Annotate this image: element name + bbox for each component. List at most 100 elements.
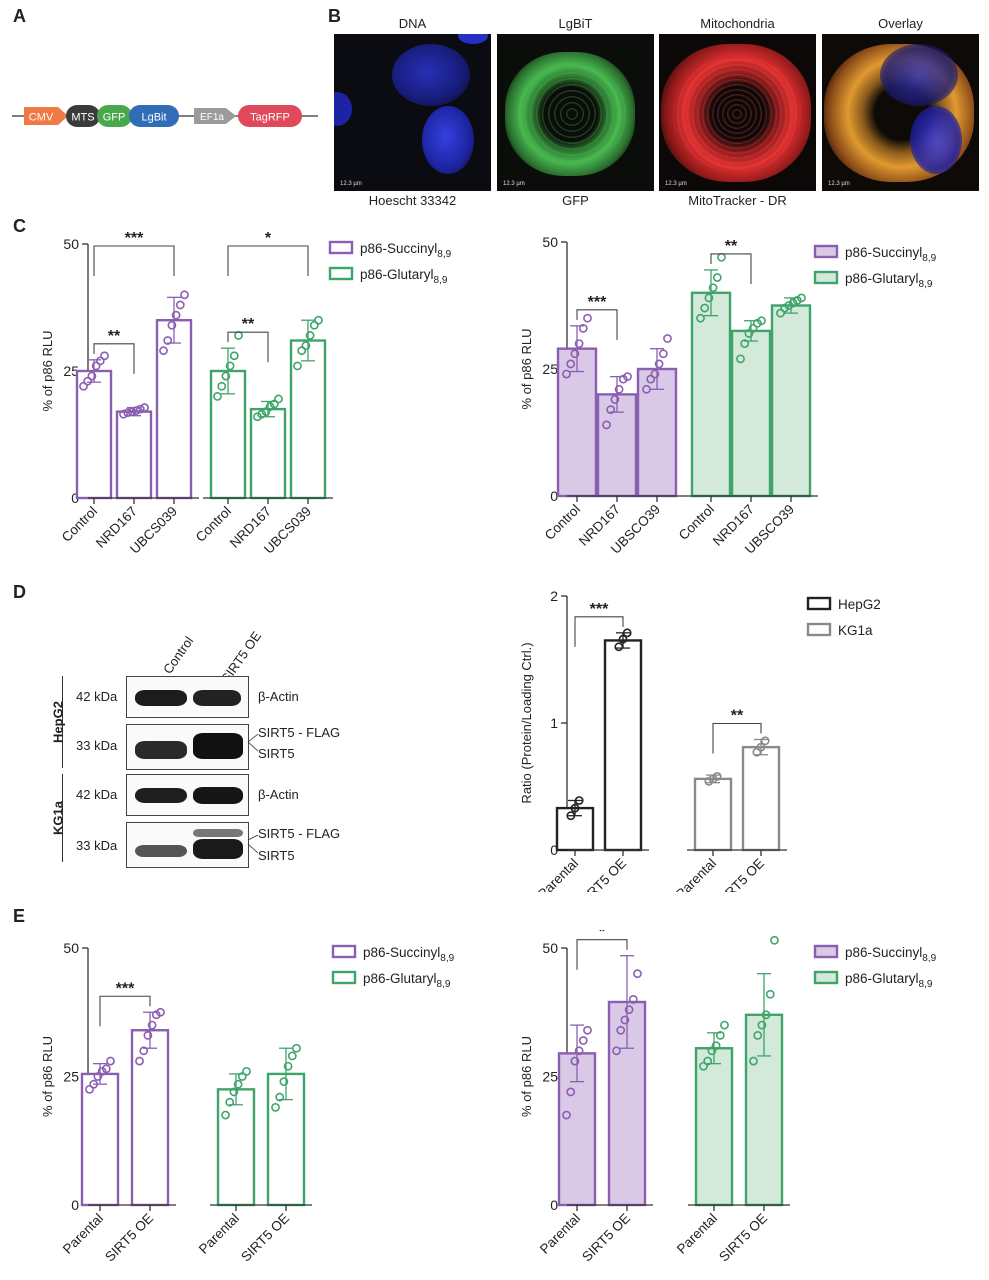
y-tick-label: 0 (550, 842, 558, 858)
data-point (271, 1102, 280, 1112)
legend-label: p86-Glutaryl8,9 (363, 971, 451, 990)
bar (741, 745, 781, 852)
legend-swatch (331, 944, 357, 959)
mic-sub-mitotracker: MitoTracker - DR (688, 193, 787, 208)
x-tick-label: Parental (60, 1211, 106, 1257)
data-point (628, 995, 638, 1004)
data-point (765, 989, 775, 999)
data-point (135, 404, 145, 414)
legend-label: p86-Succinyl8,9 (360, 241, 452, 260)
y-tick-label: 0 (550, 1197, 558, 1213)
legend-swatch (328, 240, 354, 255)
data-point (776, 308, 785, 318)
data-point (119, 409, 128, 419)
mic-sub-hoechst: Hoescht 33342 (368, 193, 457, 208)
data-point (650, 369, 660, 379)
hepg2-bracket (62, 676, 63, 768)
data-point (761, 1010, 771, 1020)
data-point (708, 283, 718, 293)
data-point (570, 349, 580, 359)
data-point (221, 1110, 230, 1120)
panel-label-c: C (13, 216, 26, 236)
data-point (744, 329, 754, 338)
significance-label: ** (242, 316, 255, 333)
data-point (127, 407, 137, 417)
panel-label-d: D (13, 582, 26, 602)
data-point (229, 1087, 239, 1097)
data-point (566, 1087, 576, 1097)
data-point (83, 376, 93, 386)
data-point (139, 1046, 149, 1056)
data-point (135, 1056, 144, 1066)
data-point (616, 1025, 626, 1035)
significance-label: *** (125, 230, 144, 247)
data-point (720, 1020, 729, 1030)
data-point (225, 1097, 235, 1107)
data-point (703, 1056, 713, 1066)
data-point (217, 381, 227, 391)
data-point (87, 371, 97, 381)
cell-line-hepg2: HepG2 (50, 701, 66, 743)
y-tick-label: 0 (550, 488, 558, 504)
x-tick-label: SIRT5 OE (575, 856, 629, 892)
data-point (602, 420, 611, 430)
mic-sub-gfp: GFP (562, 193, 589, 208)
data-point (274, 394, 283, 404)
significance-label: *** (116, 980, 135, 997)
data-point (171, 310, 181, 320)
data-point (749, 1056, 758, 1066)
data-point (213, 391, 222, 401)
data-point (752, 747, 762, 757)
x-tick-label: SIRT5 OE (713, 856, 767, 892)
panel-label-b: B (328, 6, 341, 26)
micrograph-dna: 12.3 µm (334, 34, 491, 191)
data-point (574, 1046, 584, 1056)
legend-swatch (331, 970, 357, 985)
data-point (712, 771, 722, 781)
data-point (606, 405, 616, 415)
data-point (712, 273, 722, 282)
bar (115, 410, 153, 500)
y-tick-label: 50 (542, 940, 558, 956)
mic-title-mito: Mitochondria (700, 16, 775, 31)
data-point (233, 1079, 243, 1089)
significance-label: * (599, 930, 606, 941)
data-point (566, 359, 576, 369)
legend-label: p86-Glutaryl8,9 (845, 971, 933, 990)
legend-swatch (813, 970, 839, 985)
data-point (101, 1064, 111, 1074)
data-point (622, 628, 632, 638)
data-point (275, 1092, 285, 1102)
label-hepg2-actin: β-Actin (258, 689, 299, 704)
data-point (770, 935, 779, 945)
data-point (757, 1020, 767, 1030)
kda-kg1a-actin: 42 kDa (76, 787, 118, 802)
data-point (583, 313, 592, 323)
kda-kg1a-sirt5: 33 kDa (76, 838, 118, 853)
blot-hepg2-sirt5 (126, 724, 249, 770)
legend-swatch (328, 266, 354, 281)
data-point (624, 1005, 634, 1015)
data-point (696, 313, 705, 323)
data-point (269, 399, 279, 409)
label-kg1a-sirt5-flag: SIRT5 - FLAG (258, 826, 341, 841)
data-point (287, 1051, 297, 1061)
x-tick-label: Parental (537, 1211, 583, 1257)
legend-label: p86-Succinyl8,9 (845, 945, 937, 964)
y-tick-label: 25 (542, 361, 558, 377)
bar (556, 347, 598, 498)
significance-bracket (576, 309, 618, 340)
data-point (610, 395, 620, 404)
data-point (301, 341, 311, 350)
x-tick-label: SIRT5 OE (579, 1211, 633, 1265)
data-point (309, 320, 319, 330)
data-point (159, 346, 168, 356)
legend-swatch (806, 596, 832, 611)
y-tick-label: 1 (550, 715, 558, 731)
lane-label-control: Control (160, 633, 197, 677)
data-point (757, 316, 766, 326)
x-tick-label: Parental (673, 856, 719, 892)
significance-bracket (93, 343, 135, 374)
kg1a-bracket (62, 774, 63, 862)
legend-swatch (806, 622, 832, 637)
